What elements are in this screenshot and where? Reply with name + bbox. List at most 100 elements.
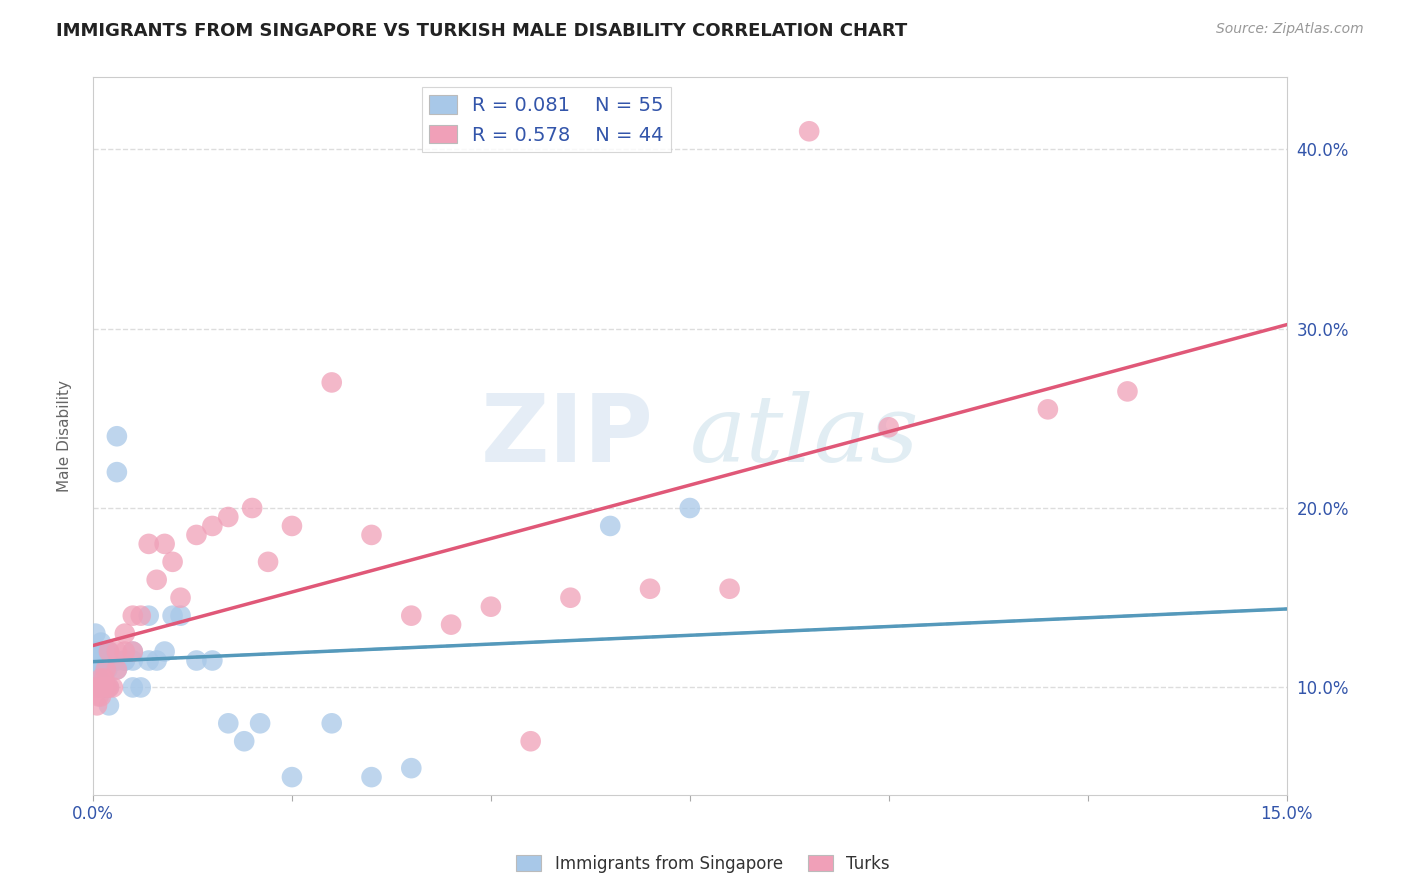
Text: Source: ZipAtlas.com: Source: ZipAtlas.com [1216,22,1364,37]
Point [114,644,136,658]
Text: IMMIGRANTS FROM SINGAPORE VS TURKISH MALE DISABILITY CORRELATION CHART: IMMIGRANTS FROM SINGAPORE VS TURKISH MAL… [56,22,907,40]
Point [321,716,343,731]
Point [86,653,108,667]
Point [90,653,112,667]
Point [145,653,167,667]
Point [87,653,110,667]
Point [90,635,112,649]
Point [105,429,128,443]
Point [93,672,115,686]
Point [145,573,167,587]
Point [114,626,136,640]
Point [121,681,143,695]
Point [440,617,463,632]
Point [105,653,128,667]
Point [97,653,120,667]
Point [101,681,124,695]
Point [91,681,114,695]
Point [87,644,110,658]
Point [360,770,382,784]
Point [321,376,343,390]
Point [114,653,136,667]
Legend: R = 0.081    N = 55, R = 0.578    N = 44: R = 0.081 N = 55, R = 0.578 N = 44 [422,87,672,153]
Point [90,690,112,704]
Point [105,663,128,677]
Point [114,653,136,667]
Point [240,501,263,516]
Point [281,770,304,784]
Point [360,528,382,542]
Point [257,555,280,569]
Point [281,519,304,533]
Point [401,761,423,775]
Point [96,663,118,677]
Point [121,644,143,658]
Point [129,608,152,623]
Point [90,672,112,686]
Point [87,690,110,704]
Point [90,653,112,667]
Point [94,653,117,667]
Point [97,644,120,658]
Point [90,681,112,695]
Point [129,681,152,695]
Point [121,644,143,658]
Point [138,653,160,667]
Point [84,681,107,695]
Point [233,734,256,748]
Point [217,510,239,524]
Point [877,420,900,434]
Point [121,653,143,667]
Point [94,663,117,677]
Point [93,663,115,677]
Y-axis label: Male Disability: Male Disability [58,380,72,492]
Point [96,644,118,658]
Point [153,537,176,551]
Legend: Immigrants from Singapore, Turks: Immigrants from Singapore, Turks [509,848,897,880]
Point [91,653,114,667]
Point [87,663,110,677]
Point [89,681,111,695]
Point [718,582,741,596]
Point [638,582,661,596]
Point [599,519,621,533]
Point [93,653,115,667]
Point [679,501,702,516]
Point [169,591,191,605]
Point [217,716,239,731]
Point [89,653,111,667]
Point [84,644,107,658]
Point [186,528,208,542]
Point [401,608,423,623]
Point [97,681,120,695]
Point [97,653,120,667]
Point [121,608,143,623]
Point [91,681,114,695]
Point [105,663,128,677]
Point [138,608,160,623]
Point [101,653,124,667]
Point [94,644,117,658]
Point [138,537,160,551]
Text: atlas: atlas [690,392,920,482]
Point [519,734,541,748]
Point [1116,384,1139,399]
Point [90,644,112,658]
Point [86,698,108,713]
Point [97,681,120,695]
Point [162,555,184,569]
Point [1036,402,1059,417]
Point [479,599,502,614]
Point [186,653,208,667]
Point [97,644,120,658]
Point [169,608,191,623]
Point [105,465,128,479]
Point [162,608,184,623]
Point [560,591,582,605]
Point [94,663,117,677]
Point [799,124,821,138]
Point [84,626,107,640]
Text: ZIP: ZIP [481,391,654,483]
Point [105,644,128,658]
Point [201,519,224,533]
